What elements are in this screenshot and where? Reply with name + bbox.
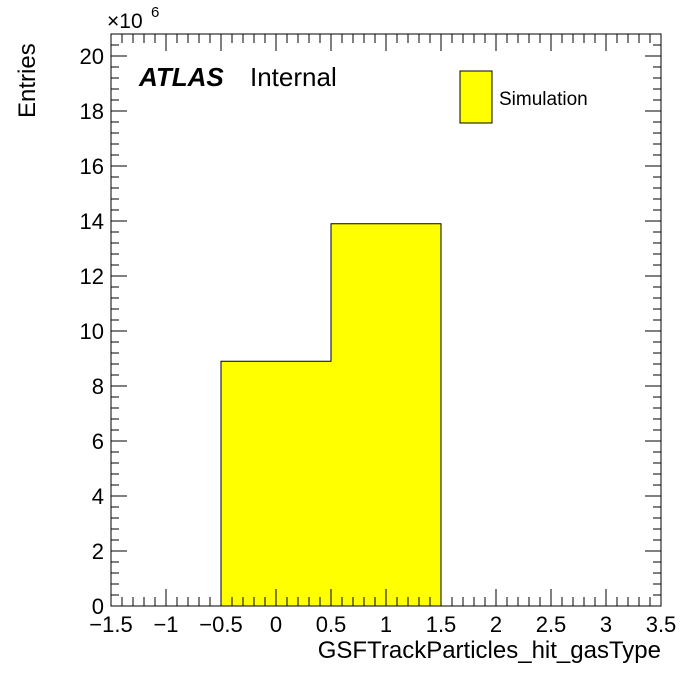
y-tick-label: 8 [92,374,104,399]
ticks-layer [110,33,662,607]
y-multiplier: ×10 [107,10,143,33]
y-axis-title: Entries [14,43,41,118]
x-tick-label: 2 [490,612,502,637]
y-multiplier-exponent: 6 [151,4,159,21]
histogram-bar [331,223,441,606]
y-tick-label: 0 [92,594,104,619]
y-tick-label: 18 [80,99,104,124]
x-tick-label: 3.5 [646,612,677,637]
legend-swatch-simulation [459,70,493,124]
y-tick-label: 10 [80,319,104,344]
legend-label-simulation: Simulation [499,89,588,110]
x-tick-label: 0 [270,612,282,637]
x-tick-label: 1 [380,612,392,637]
internal-label: Internal [250,62,337,92]
atlas-label: ATLAS [138,62,224,92]
y-tick-label: 12 [80,264,104,289]
histogram-outline [220,223,442,606]
y-tick-label: 2 [92,539,104,564]
legend: Simulation [459,70,588,124]
x-tick-label: −0.5 [199,612,242,637]
bars-layer [220,223,442,606]
y-tick-label: 4 [92,484,104,509]
x-tick-label: 1.5 [426,612,457,637]
y-tick-label: 6 [92,429,104,454]
x-axis-title: GSFTrackParticles_hit_gasType [318,637,661,664]
x-tick-label: 2.5 [536,612,567,637]
histogram-bar [221,361,331,606]
x-tick-label: −1.5 [89,612,132,637]
y-tick-label: 14 [80,209,104,234]
y-tick-label: 20 [80,44,104,69]
x-tick-label: 0.5 [316,612,347,637]
x-tick-label: 3 [600,612,612,637]
labels-layer: −1.5 −1 −0.5 0 0.5 1 1.5 2 2.5 3 3.5 0 2 4 6 8 10 12 14 16 1… [80,44,677,637]
x-tick-label: −1 [153,612,178,637]
y-tick-label: 16 [80,154,104,179]
